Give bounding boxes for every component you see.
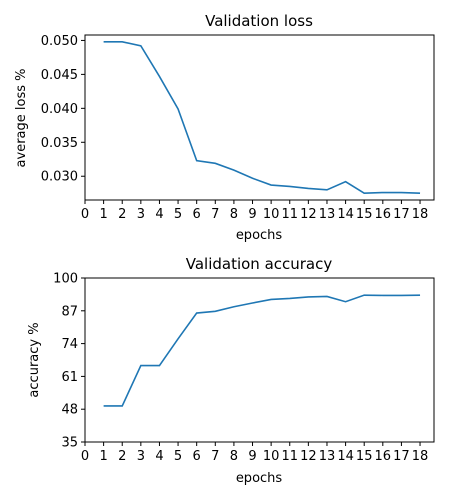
chart-title: Validation loss	[205, 12, 313, 30]
loss-panel: Validation loss 0 1 2 3 4 5 6 7 8 9 10 11 12 13 14 15 16…	[14, 12, 435, 243]
x-tick-label: 10	[263, 449, 280, 464]
x-tick-label: 18	[412, 449, 429, 464]
y-tick-label: 61	[61, 370, 78, 385]
x-tick-label: 8	[230, 207, 238, 222]
x-tick-label: 14	[337, 449, 354, 464]
x-tick-label: 13	[319, 449, 336, 464]
x-tick-label: 7	[211, 449, 219, 464]
y-tick-label: 0.040	[41, 102, 78, 117]
y-tick-label: 0.045	[41, 68, 78, 83]
accuracy-series-line	[103, 294, 421, 407]
x-tick-label: 15	[356, 207, 373, 222]
x-axis-label: epochs	[236, 228, 283, 243]
x-tick-label: 6	[193, 449, 201, 464]
x-tick-label: 12	[300, 449, 317, 464]
x-tick-label: 18	[412, 207, 429, 222]
x-tick-label: 11	[281, 207, 298, 222]
x-tick-label: 3	[137, 207, 145, 222]
y-tick-label: 74	[61, 337, 78, 352]
y-tick-label: 0.030	[41, 170, 78, 185]
x-tick-label: 8	[230, 449, 238, 464]
x-tick-label: 7	[211, 207, 219, 222]
accuracy-panel: Validation accuracy 0 1 2 3 4 5 6 7 8 9 10 11 12 13 14…	[27, 255, 435, 486]
x-tick-label: 2	[118, 207, 126, 222]
x-tick-label: 13	[319, 207, 336, 222]
y-axis-label: average loss %	[14, 69, 29, 168]
x-tick-label: 12	[300, 207, 317, 222]
plot-frame	[84, 277, 435, 443]
x-axis-label: epochs	[236, 471, 283, 486]
y-tick-label: 35	[61, 436, 78, 451]
x-tick-label: 1	[99, 207, 107, 222]
y-tick-group: 0.030 0.035 0.040 0.045 0.050	[41, 34, 85, 185]
y-tick-label: 48	[61, 403, 78, 418]
x-tick-label: 15	[356, 449, 373, 464]
x-tick-label: 11	[281, 449, 298, 464]
y-tick-label: 100	[53, 272, 78, 287]
y-tick-group: 35 48 61 74 87 100	[53, 272, 85, 451]
y-tick-label: 0.050	[41, 34, 78, 49]
x-tick-label: 5	[174, 207, 182, 222]
y-tick-label: 0.035	[41, 136, 78, 151]
x-tick-label: 5	[174, 449, 182, 464]
x-tick-label: 4	[155, 449, 163, 464]
y-axis-label: accuracy %	[27, 322, 42, 397]
x-tick-label: 9	[248, 449, 256, 464]
x-tick-label: 0	[81, 449, 89, 464]
x-tick-label: 17	[393, 207, 410, 222]
plot-frame	[84, 34, 435, 201]
y-tick-label: 87	[61, 304, 78, 319]
x-tick-label: 4	[155, 207, 163, 222]
x-tick-label: 9	[248, 207, 256, 222]
x-tick-label: 6	[193, 207, 201, 222]
chart-title: Validation accuracy	[186, 255, 333, 273]
loss-series-line	[103, 40, 421, 195]
x-tick-label: 0	[81, 207, 89, 222]
x-tick-label: 10	[263, 207, 280, 222]
x-tick-label: 3	[137, 449, 145, 464]
x-tick-label: 2	[118, 449, 126, 464]
x-tick-label: 17	[393, 449, 410, 464]
x-tick-label: 1	[99, 449, 107, 464]
x-tick-label: 14	[337, 207, 354, 222]
x-tick-label: 16	[375, 449, 392, 464]
x-tick-group: 0 1 2 3 4 5 6 7 8 9 10 11 12 13 14 15 16 17 18	[81, 200, 428, 222]
x-tick-label: 16	[375, 207, 392, 222]
x-tick-group: 0 1 2 3 4 5 6 7 8 9 10 11 12 13 14 15 16 17 18	[81, 442, 428, 464]
